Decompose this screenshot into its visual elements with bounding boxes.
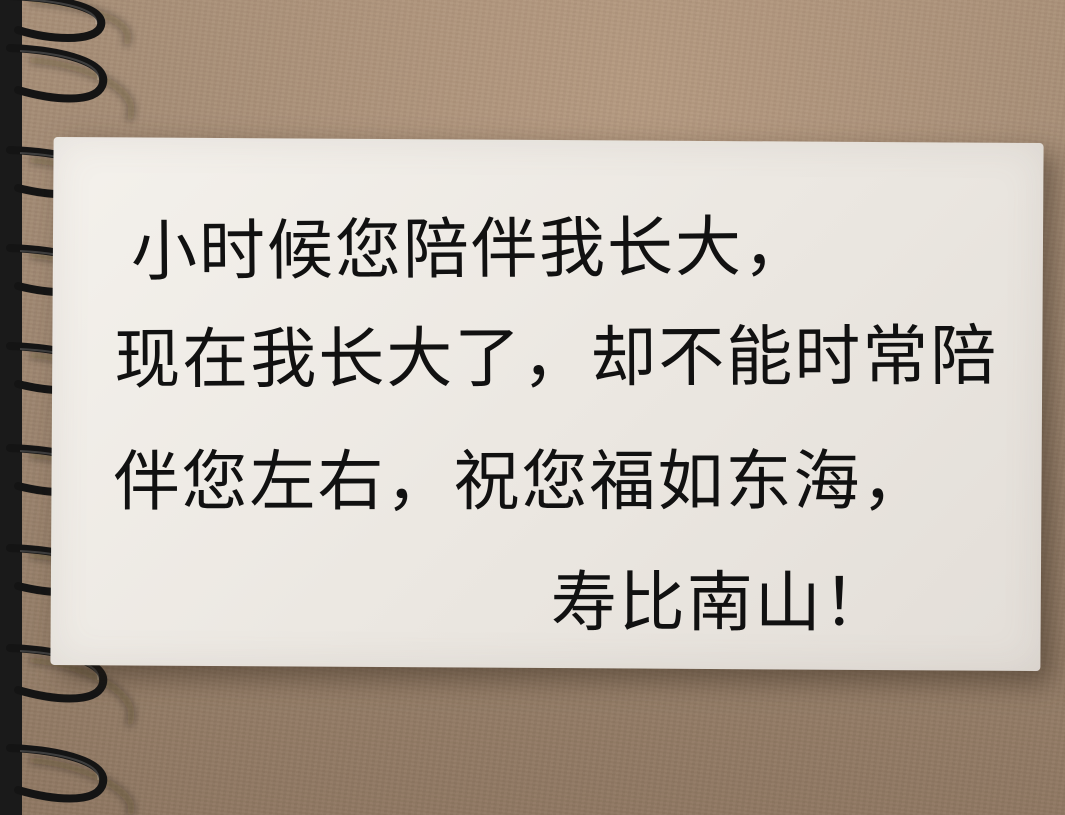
note-line-1: 小时候您陪伴我长大， xyxy=(130,208,812,291)
note-line-4: 寿比南山！ xyxy=(550,564,891,642)
notebook-spiral-binding-icon xyxy=(0,0,135,815)
note-line-3: 伴您左右，祝您福如东海， xyxy=(113,442,930,521)
note-line-2: 现在我长大了，却不能时常陪 xyxy=(114,317,999,399)
handwritten-card: 小时候您陪伴我长大， 现在我长大了，却不能时常陪 伴您左右，祝您福如东海， 寿比… xyxy=(50,136,1044,672)
